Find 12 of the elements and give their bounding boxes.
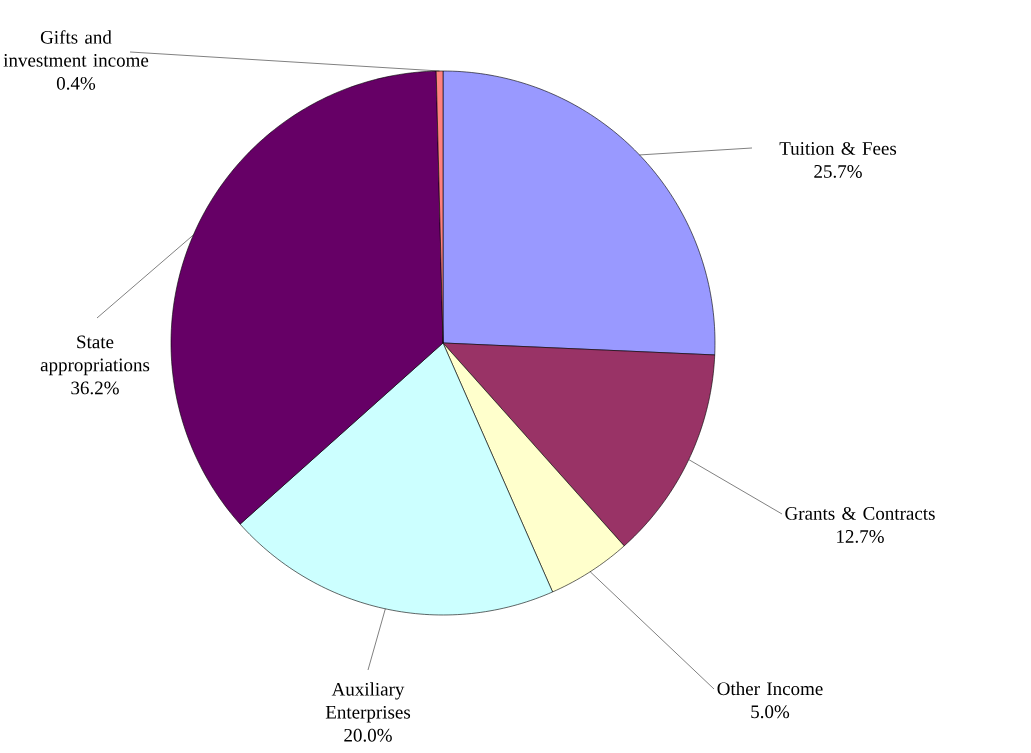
data-label: 20.0% — [344, 728, 392, 742]
data-label: 25.7% — [814, 165, 862, 178]
data-label: 12.7% — [837, 530, 884, 543]
data-label: 36.2% — [71, 381, 119, 395]
slice-label: Gifts and investment income — [3, 30, 149, 67]
slice-label: Grants & Contracts — [785, 507, 935, 520]
slice-label: Auxiliary Enterprises — [325, 682, 411, 723]
slice-label: Other Income — [717, 681, 823, 696]
slice-label: State appropriations — [40, 335, 150, 376]
data-label: 5.0% — [751, 705, 790, 719]
data-label: 0.4% — [56, 76, 96, 90]
slice-label: Tuition & Fees — [779, 142, 897, 155]
